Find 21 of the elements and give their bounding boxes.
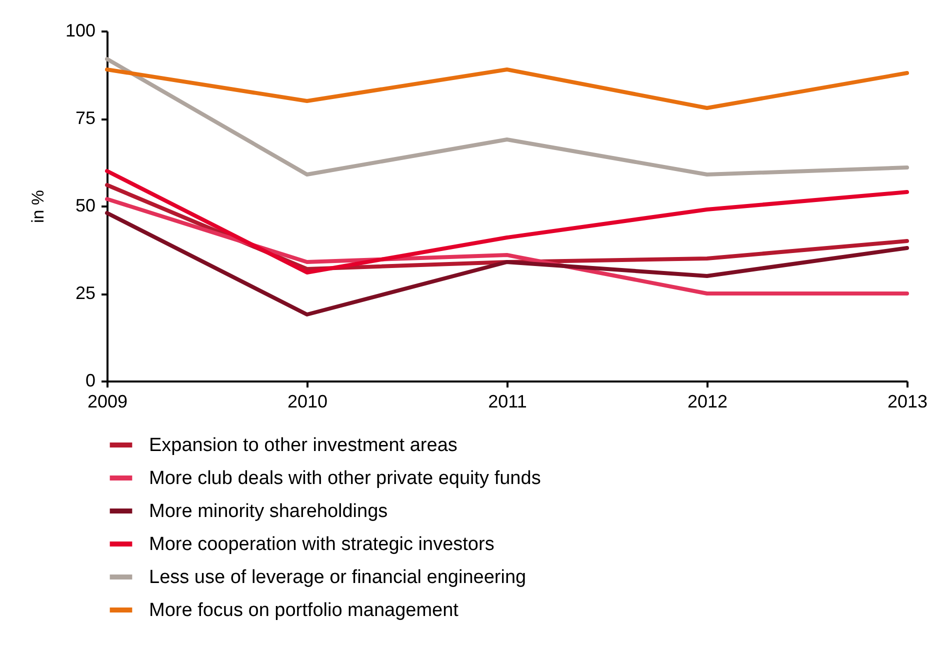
y-tick-label: 0: [85, 370, 96, 390]
line-series: [105, 57, 909, 176]
line-series: [105, 68, 909, 110]
legend-label: More club deals with other private equity funds: [149, 468, 541, 489]
legend-label: Less use of leverage or financial engineering: [149, 567, 526, 588]
line-series: [105, 169, 909, 274]
line-series: [105, 211, 909, 316]
legend-label: More focus on portfolio management: [149, 600, 460, 621]
x-tick-label: 2009: [87, 392, 128, 412]
y-tick-label: 50: [75, 196, 96, 216]
x-tick-label: 2012: [687, 392, 728, 412]
legend-label: More cooperation with strategic investors: [149, 534, 494, 555]
x-tick-label: 2013: [887, 392, 928, 412]
y-tick-label: 25: [75, 283, 96, 303]
y-tick-label: 75: [75, 108, 96, 128]
x-tick-label: 2011: [488, 392, 527, 412]
y-axis-title: in %: [28, 190, 48, 224]
x-tick-label: 2010: [287, 392, 328, 412]
legend-label: More minority shareholdings: [149, 501, 388, 522]
y-tick-label: 100: [65, 20, 96, 40]
legend-label: Expansion to other investment areas: [149, 435, 458, 456]
